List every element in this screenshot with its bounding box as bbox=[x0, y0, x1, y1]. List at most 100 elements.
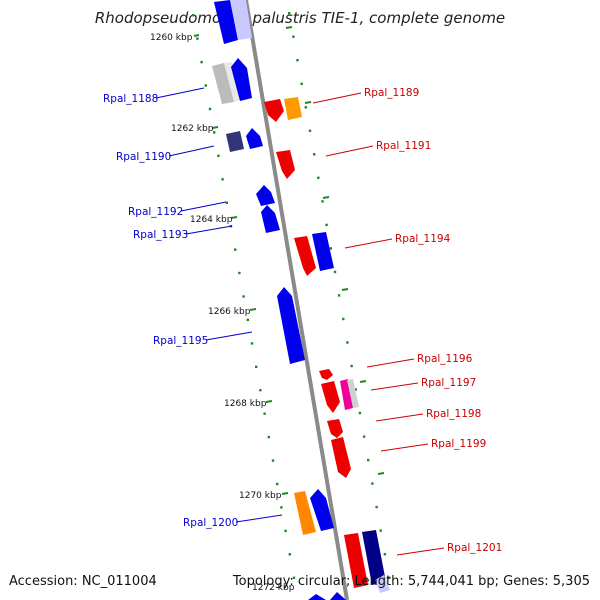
gene-rpal-1190[interactable] bbox=[226, 128, 263, 152]
gene-label-rpal-1190[interactable]: Rpal_1190 bbox=[116, 151, 171, 163]
tick-dot bbox=[246, 318, 249, 322]
tick-dot bbox=[250, 342, 254, 345]
tick-dot bbox=[196, 37, 199, 40]
leader-rpal-1188 bbox=[155, 87, 205, 99]
gene-label-rpal-1198[interactable]: Rpal_1198 bbox=[426, 408, 481, 420]
gene-label-rpal-1193[interactable]: Rpal_1193 bbox=[133, 229, 188, 241]
tick-dot bbox=[276, 482, 279, 486]
gene-rpal-1188[interactable] bbox=[212, 58, 252, 104]
leader-rpal-1196 bbox=[366, 358, 415, 368]
tick-dot bbox=[346, 341, 349, 344]
tick-dot bbox=[304, 106, 307, 109]
tick-dot bbox=[300, 82, 303, 85]
tick-label-1268: 1268 kbp bbox=[224, 399, 267, 409]
leader-rpal-1190 bbox=[168, 145, 215, 157]
gene-label-rpal-1196[interactable]: Rpal_1196 bbox=[417, 353, 473, 365]
tick-label-1272: 1272 kbp bbox=[252, 583, 295, 593]
tick-dot bbox=[234, 248, 237, 251]
tick-mark-1270: 1270 kbp bbox=[239, 491, 289, 501]
tick-dot bbox=[321, 200, 324, 203]
tick-dot bbox=[242, 295, 245, 298]
gene-rpal-1192[interactable] bbox=[256, 185, 275, 206]
tick-dot bbox=[217, 154, 220, 157]
gene-label-rpal-1188[interactable]: Rpal_1188 bbox=[103, 93, 158, 105]
right-ticks bbox=[285, 26, 385, 475]
leader-rpal-1194 bbox=[344, 238, 393, 249]
tick-label-1260: 1260 kbp bbox=[150, 33, 193, 43]
tick-dot bbox=[225, 201, 228, 204]
gene-rpal-1198[interactable] bbox=[327, 419, 343, 438]
gene-rpal-1200[interactable] bbox=[294, 489, 334, 535]
tick-dot bbox=[375, 505, 378, 509]
tick-dot bbox=[204, 84, 207, 87]
tick-dot bbox=[271, 459, 275, 462]
gene-rpal-1201[interactable] bbox=[344, 530, 390, 593]
tick-dot bbox=[337, 294, 341, 297]
gene-label-rpal-1192[interactable]: Rpal_1192 bbox=[128, 206, 183, 218]
tick-label-1270: 1270 kbp bbox=[239, 491, 282, 501]
tick-dot bbox=[383, 553, 387, 556]
gene-label-rpal-1194[interactable]: Rpal_1194 bbox=[395, 233, 451, 245]
leader-rpal-1191 bbox=[325, 145, 374, 157]
tick-tracks bbox=[192, 12, 391, 579]
gene-rpal-1189[interactable] bbox=[264, 97, 302, 122]
tick-dot bbox=[288, 553, 291, 556]
tick-label-1262: 1262 kbp bbox=[171, 124, 214, 134]
tick-dot bbox=[342, 317, 345, 321]
tick-dot bbox=[296, 59, 299, 62]
genome-stats-text: Topology: circular; Length: 5,744,041 bp… bbox=[232, 574, 590, 589]
genome-backbone bbox=[244, 0, 349, 600]
map-title: Rhodopseudomonas palustris TIE-1, comple… bbox=[94, 9, 506, 27]
accession-text: Accession: NC_011004 bbox=[9, 574, 157, 589]
tick-dot bbox=[267, 435, 270, 439]
tick-dot bbox=[308, 129, 312, 132]
gene-label-rpal-1195[interactable]: Rpal_1195 bbox=[153, 335, 208, 347]
tick-dot bbox=[325, 223, 328, 227]
gene-label-rpal-1199[interactable]: Rpal_1199 bbox=[431, 438, 486, 450]
tick-label-1264: 1264 kbp bbox=[190, 215, 233, 225]
leader-rpal-1192 bbox=[180, 201, 227, 212]
leader-rpal-1197 bbox=[370, 382, 419, 391]
tick-dot bbox=[208, 107, 212, 111]
gene-label-rpal-1201[interactable]: Rpal_1201 bbox=[447, 542, 502, 554]
leader-rpal-1198 bbox=[375, 413, 424, 422]
gene-rpal-1191[interactable] bbox=[276, 150, 295, 179]
gene-label-rpal-1191[interactable]: Rpal_1191 bbox=[376, 140, 431, 152]
tick-dot bbox=[350, 364, 353, 368]
leader-rpal-1199 bbox=[380, 443, 429, 452]
gene-rpal-1197[interactable] bbox=[321, 379, 359, 413]
tick-dot bbox=[284, 529, 287, 533]
gene-top-blue bbox=[214, 0, 252, 44]
gene-rpal-1196[interactable] bbox=[319, 369, 333, 380]
tick-dot bbox=[333, 270, 337, 274]
gene-rpal-1195[interactable] bbox=[277, 287, 305, 364]
tick-dot bbox=[329, 247, 332, 250]
tick-mark-1268: 1268 kbp bbox=[224, 399, 273, 409]
tick-dot bbox=[354, 388, 357, 391]
tick-dot bbox=[259, 389, 262, 392]
tick-mark-1266: 1266 kbp bbox=[208, 307, 257, 317]
leader-rpal-1195 bbox=[205, 331, 253, 341]
tick-mark-1262: 1262 kbp bbox=[171, 124, 219, 134]
tick-dot bbox=[292, 576, 296, 579]
gene-label-rpal-1189[interactable]: Rpal_1189 bbox=[364, 87, 419, 99]
gene-label-rpal-1197[interactable]: Rpal_1197 bbox=[421, 377, 476, 389]
tick-dot bbox=[358, 411, 362, 415]
tick-label-1266: 1266 kbp bbox=[208, 307, 251, 317]
gene-rpal-1193[interactable] bbox=[261, 205, 280, 233]
gene-bottom-blue bbox=[308, 592, 346, 600]
tick-dot bbox=[221, 178, 224, 181]
tick-dot bbox=[192, 14, 195, 17]
tick-mark-1264: 1264 kbp bbox=[190, 215, 238, 225]
tick-dot bbox=[280, 506, 283, 509]
tick-dot bbox=[362, 435, 366, 438]
gene-rpal-1194[interactable] bbox=[294, 232, 334, 276]
gene-rpal-1199[interactable] bbox=[331, 437, 351, 478]
leader-rpal-1193 bbox=[185, 225, 233, 235]
gene-label-rpal-1200[interactable]: Rpal_1200 bbox=[183, 517, 238, 529]
tick-dot bbox=[255, 365, 258, 368]
leader-rpal-1200 bbox=[235, 514, 283, 523]
tick-dot bbox=[213, 131, 216, 134]
tick-dot bbox=[371, 482, 374, 485]
tick-dot bbox=[292, 35, 295, 38]
